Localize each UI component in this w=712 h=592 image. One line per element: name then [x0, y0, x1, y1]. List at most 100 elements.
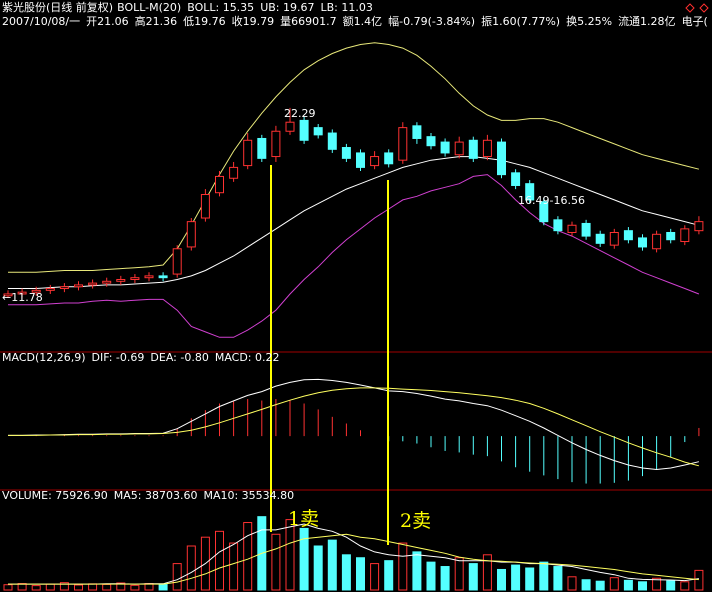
readout: 低19.76 [183, 15, 226, 28]
candle-body [511, 172, 521, 186]
indicator-line [8, 533, 699, 585]
volume-bar [45, 583, 55, 591]
volume-bar [243, 522, 253, 591]
readout: 收19.79 [232, 14, 275, 28]
volume-bar [186, 545, 196, 591]
candle-body [638, 237, 647, 248]
candle-body [102, 280, 112, 284]
indicator-line [8, 42, 700, 273]
volume-bar [623, 579, 633, 591]
volume-bar [102, 583, 112, 591]
volume-bar [341, 554, 351, 591]
candle-body [327, 132, 337, 150]
candle-body [567, 224, 577, 233]
volume-bar [313, 545, 323, 591]
candle-body [623, 230, 633, 241]
readout: DIF: -0.69 [92, 351, 145, 364]
candle-body [595, 233, 605, 244]
candle-body [426, 136, 436, 147]
candle-body [412, 125, 422, 139]
candle-body [539, 201, 549, 223]
range-label: 16.49-16.56 [518, 194, 585, 207]
readout: BOLL: 15.35 [187, 1, 254, 14]
volume-bar [116, 582, 126, 591]
indicator-line [8, 523, 699, 585]
candle-body [285, 121, 295, 132]
volume-bar [229, 542, 239, 591]
readout: 2007/10/08/一 [2, 15, 80, 28]
candle-body [74, 284, 83, 288]
peak-label: 22.29 [284, 107, 316, 120]
volume-bar [581, 579, 591, 591]
volume-bar [595, 580, 605, 591]
readout: UB: 19.67 [260, 1, 314, 14]
volume-bar [130, 584, 140, 591]
indicator-line [8, 174, 700, 338]
candle-body [229, 166, 239, 179]
low-label: ←11.78 [2, 291, 43, 304]
volume-bar [666, 580, 676, 591]
readout: 高21.36 [135, 14, 178, 28]
candle-body [440, 141, 450, 154]
candle-body [525, 183, 535, 201]
readout: 换5.25% [566, 14, 612, 28]
volume-bar [539, 561, 549, 591]
candle-body [17, 291, 27, 295]
indicator-line [8, 156, 700, 289]
candle-body [454, 141, 464, 156]
candle-body [482, 139, 492, 158]
candle-body [553, 219, 563, 232]
volume-bar [158, 583, 168, 591]
candle-body [652, 233, 662, 250]
candle-body [172, 248, 182, 275]
candle-body [271, 130, 281, 158]
volume-bar [327, 539, 337, 591]
volume-bar [285, 519, 295, 591]
candle-body [31, 289, 41, 293]
volume-bar [3, 584, 13, 591]
candle-body [88, 282, 98, 286]
volume-bar [74, 584, 83, 591]
volume-bar [553, 566, 563, 591]
indicator-name: BOLL-M(20) [117, 1, 181, 14]
headers: 2007/10/08/一 开21.06 高21.36 低19.76 收19.79 量669… [2, 0, 708, 502]
readout: 幅-0.79(-3.84%) [388, 15, 475, 28]
candle-body [3, 293, 13, 297]
candle-body [468, 139, 478, 159]
candle-body [243, 139, 253, 167]
readout: MACD(12,26,9) [2, 351, 86, 364]
candle-body [356, 152, 365, 168]
volume-bar [412, 551, 422, 591]
candle-body [116, 278, 126, 282]
candle-body [130, 277, 140, 280]
candle-body [398, 127, 408, 161]
volume-bar [440, 566, 450, 591]
volume-bar [88, 583, 98, 591]
candle-body [158, 275, 168, 279]
candle-body [341, 147, 351, 159]
readout: 电子( [682, 15, 708, 28]
volume-bar [567, 576, 577, 591]
candle-body [666, 231, 676, 241]
candle-body [609, 231, 619, 246]
readout: 量66901.7 [280, 15, 337, 28]
readout: MA5: 38703.60 [114, 489, 198, 502]
candle-body [497, 141, 506, 176]
volume-bar [271, 533, 281, 591]
volume-bar [482, 554, 492, 591]
candle-body [45, 288, 55, 291]
volume-bar [59, 582, 69, 591]
volume-bar [426, 561, 436, 591]
readout: MACD: 0.22 [215, 351, 280, 364]
plot [3, 42, 704, 591]
readout: LB: 11.03 [320, 1, 372, 14]
candle-body [680, 228, 690, 243]
window-icons[interactable] [685, 3, 709, 13]
indicator-line [8, 387, 700, 467]
candle-body [384, 152, 394, 165]
volume-bar [370, 563, 380, 591]
candle-body [257, 137, 267, 159]
candle-body [186, 221, 196, 248]
candle-body [313, 127, 323, 136]
candle-body [370, 156, 380, 167]
